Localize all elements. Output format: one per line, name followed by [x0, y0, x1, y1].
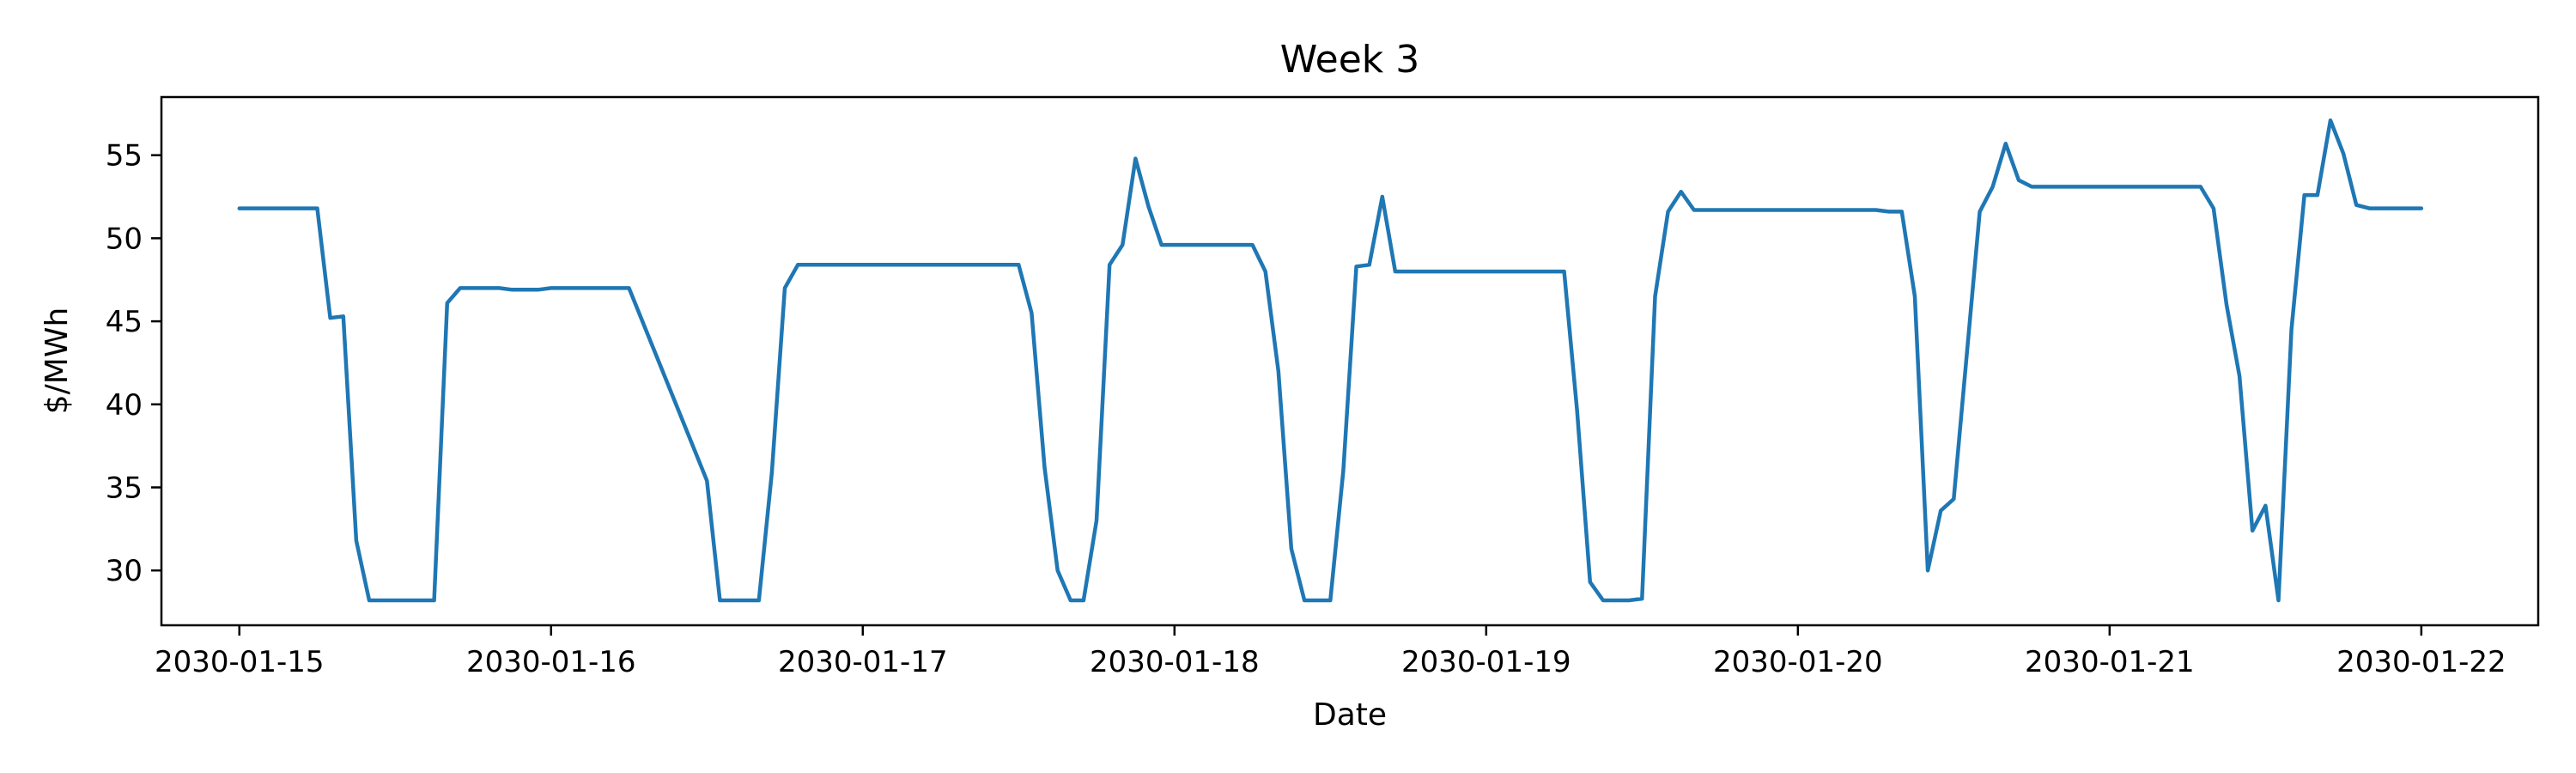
y-tick-label: 50 [106, 222, 143, 256]
x-tick-label: 2030-01-21 [2025, 645, 2195, 679]
x-axis: 2030-01-15 2030-01-16 2030-01-17 2030-01-18… [155, 625, 2506, 679]
x-tick-label: 2030-01-22 [2336, 645, 2506, 679]
chart-title: Week 3 [1280, 38, 1420, 82]
x-tick-label: 2030-01-15 [155, 645, 325, 679]
x-axis-label: Date [1313, 697, 1387, 733]
y-axis: 30 35 40 45 50 55 [106, 139, 161, 588]
y-tick-label: 45 [106, 305, 143, 339]
y-tick-label: 30 [106, 554, 143, 588]
y-tick-label: 35 [106, 471, 143, 505]
x-tick-label: 2030-01-17 [778, 645, 948, 679]
series-line [237, 118, 2424, 603]
plot-frame [160, 95, 2540, 627]
x-tick-label: 2030-01-19 [1401, 645, 1571, 679]
y-tick-label: 55 [106, 139, 143, 173]
y-tick-label: 40 [106, 388, 143, 423]
x-tick-label: 2030-01-18 [1090, 645, 1260, 679]
x-tick-label: 2030-01-20 [1713, 645, 1883, 679]
y-axis-label: $/MWh [39, 307, 75, 415]
x-tick-label: 2030-01-16 [466, 645, 636, 679]
